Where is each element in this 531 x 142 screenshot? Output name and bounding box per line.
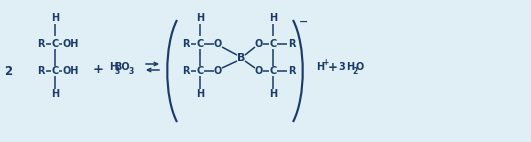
Text: R: R xyxy=(37,39,45,49)
Text: H: H xyxy=(269,13,277,23)
Text: 3: 3 xyxy=(114,66,119,76)
Text: H: H xyxy=(196,13,204,23)
Text: C: C xyxy=(196,39,203,49)
Text: O: O xyxy=(214,39,222,49)
Text: R: R xyxy=(182,39,190,49)
Text: O: O xyxy=(214,66,222,76)
Text: H: H xyxy=(109,62,117,72)
Text: O: O xyxy=(255,39,263,49)
Text: BO: BO xyxy=(114,62,130,72)
Text: 2: 2 xyxy=(4,64,12,78)
Text: H: H xyxy=(346,62,354,72)
Text: O: O xyxy=(255,66,263,76)
Text: 3: 3 xyxy=(129,66,134,76)
Text: OH: OH xyxy=(63,39,79,49)
Text: 3: 3 xyxy=(339,62,345,72)
Text: H: H xyxy=(196,89,204,99)
Text: H: H xyxy=(51,89,59,99)
Text: +: + xyxy=(328,60,338,74)
Text: −: − xyxy=(299,17,309,27)
Text: R: R xyxy=(288,39,296,49)
Text: H: H xyxy=(51,13,59,23)
Text: +: + xyxy=(92,62,104,76)
Text: B: B xyxy=(237,53,245,63)
Text: R: R xyxy=(288,66,296,76)
Text: OH: OH xyxy=(63,66,79,76)
Text: R: R xyxy=(182,66,190,76)
Text: R: R xyxy=(37,66,45,76)
Text: +: + xyxy=(322,58,328,66)
Text: H: H xyxy=(316,62,324,72)
Text: 2: 2 xyxy=(353,66,357,76)
Text: C: C xyxy=(196,66,203,76)
Text: C: C xyxy=(269,66,277,76)
Text: O: O xyxy=(356,62,364,72)
Text: C: C xyxy=(269,39,277,49)
Text: C: C xyxy=(52,66,58,76)
Text: H: H xyxy=(269,89,277,99)
Text: C: C xyxy=(52,39,58,49)
